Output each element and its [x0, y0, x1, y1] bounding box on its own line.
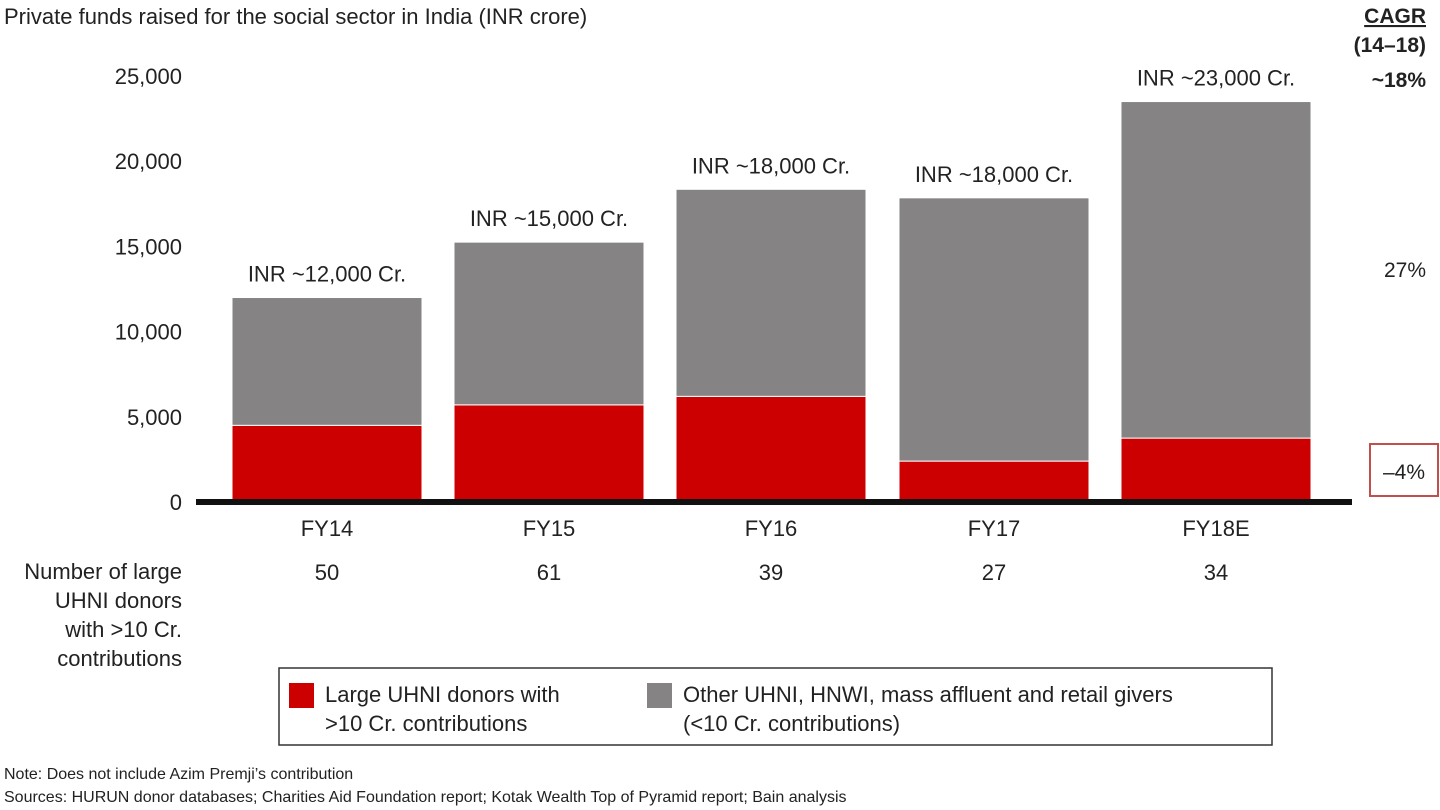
bar-segment-large-uhni [675, 395, 867, 503]
donor-count-value: 39 [759, 560, 783, 585]
x-tick-label: FY14 [301, 516, 354, 541]
bar-segment-other [231, 297, 423, 426]
x-tick-label: FY18E [1182, 516, 1249, 541]
bar-segment-large-uhni [231, 424, 423, 503]
total-label: INR ~12,000 Cr. [248, 262, 406, 287]
donor-row-label-line-2: UHNI donors [55, 588, 182, 613]
legend-swatch-large-uhni [289, 683, 314, 708]
legend-label-other-line-2: (<10 Cr. contributions) [683, 711, 900, 736]
bars [231, 101, 1312, 503]
footer-note: Note: Does not include Azim Premji’s con… [4, 766, 353, 783]
x-tick-label: FY17 [968, 516, 1021, 541]
y-tick-label: 5,000 [127, 405, 182, 430]
y-axis-ticks: 0 5,000 10,000 15,000 20,000 25,000 [115, 64, 182, 515]
total-labels: INR ~12,000 Cr. INR ~15,000 Cr. INR ~18,00… [248, 66, 1295, 287]
donor-row-values: 50 61 39 27 34 [315, 560, 1228, 585]
total-label: INR ~23,000 Cr. [1137, 66, 1295, 91]
total-label: INR ~18,000 Cr. [915, 162, 1073, 187]
y-tick-label: 0 [170, 490, 182, 515]
cagr-other: 27% [1384, 259, 1426, 282]
legend-label-large-uhni-line-2: >10 Cr. contributions [325, 711, 527, 736]
donor-count-value: 50 [315, 560, 339, 585]
legend-label-other-line-1: Other UHNI, HNWI, mass affluent and reta… [683, 682, 1173, 707]
legend-swatch-other [647, 683, 672, 708]
x-tick-label: FY16 [745, 516, 798, 541]
footer-sources: Sources: HURUN donor databases; Charitie… [4, 789, 847, 806]
x-axis-labels: FY14 FY15 FY16 FY17 FY18E [301, 516, 1250, 541]
donor-row-label-line-3: with >10 Cr. [64, 617, 182, 642]
bar-segment-large-uhni [1120, 437, 1312, 503]
bar-segment-other [675, 188, 867, 397]
donor-count-value: 27 [982, 560, 1006, 585]
cagr-period: (14–18) [1354, 34, 1426, 57]
y-tick-label: 15,000 [115, 234, 182, 259]
donor-count-value: 61 [537, 560, 561, 585]
bar-segment-other [898, 197, 1090, 462]
donor-count-value: 34 [1204, 560, 1228, 585]
chart-title: Private funds raised for the social sect… [4, 4, 587, 29]
donor-row-label-line-4: contributions [57, 646, 182, 671]
y-tick-label: 10,000 [115, 320, 182, 345]
legend-label-large-uhni-line-1: Large UHNI donors with [325, 682, 560, 707]
x-tick-label: FY15 [523, 516, 576, 541]
cagr-heading: CAGR [1364, 5, 1426, 28]
bar-segment-other [1120, 101, 1312, 439]
legend: Large UHNI donors with >10 Cr. contribut… [278, 667, 1273, 746]
legend-box [278, 667, 1273, 746]
donor-row-label: Number of large UHNI donors with >10 Cr.… [24, 559, 182, 671]
bar-segment-other [453, 241, 645, 406]
cagr-large-uhni-box [1369, 443, 1439, 497]
total-label: INR ~18,000 Cr. [692, 153, 850, 178]
bar-segment-large-uhni [453, 404, 645, 503]
cagr-large-uhni: –4% [1383, 461, 1425, 484]
bar-segment-large-uhni [898, 460, 1090, 503]
y-tick-label: 25,000 [115, 64, 182, 89]
cagr-column: CAGR (14–18) ~18% 27% –4% [1354, 5, 1439, 497]
total-label: INR ~15,000 Cr. [470, 206, 628, 231]
cagr-total: ~18% [1372, 69, 1427, 92]
y-tick-label: 20,000 [115, 149, 182, 174]
donor-row-label-line-1: Number of large [24, 559, 182, 584]
